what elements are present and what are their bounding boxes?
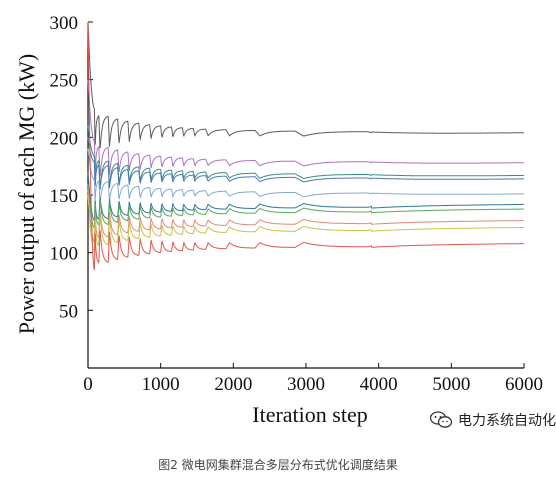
y-tick-label: 300 bbox=[50, 13, 79, 34]
series-layer bbox=[87, 21, 524, 270]
series-line-8 bbox=[87, 189, 524, 243]
x-tick-label: 1000 bbox=[142, 374, 180, 395]
series-line-3 bbox=[87, 125, 524, 188]
figure-caption: 图2 微电网集群混合多层分布式优化调度结果 bbox=[158, 458, 398, 472]
series-line-5 bbox=[87, 148, 524, 204]
x-tick-label: 6000 bbox=[505, 374, 543, 395]
axes bbox=[87, 21, 525, 369]
series-line-9 bbox=[87, 194, 524, 253]
y-tick-label: 250 bbox=[50, 71, 79, 92]
x-tick-label: 0 bbox=[83, 374, 93, 395]
wechat-icon bbox=[430, 411, 452, 428]
x-tick-label: 5000 bbox=[432, 374, 470, 395]
y-tick-label: 150 bbox=[50, 186, 79, 207]
x-tick-label: 4000 bbox=[360, 374, 398, 395]
series-line-1 bbox=[87, 21, 524, 149]
y-tick-label: 100 bbox=[50, 244, 79, 265]
x-tick-label: 2000 bbox=[214, 374, 252, 395]
series-line-2 bbox=[87, 79, 524, 177]
watermark-text: 电力系统自动化 bbox=[458, 413, 556, 429]
y-tick-label: 200 bbox=[50, 128, 79, 149]
watermark: 电力系统自动化 bbox=[430, 410, 556, 430]
x-axis-title: Iteration step bbox=[252, 402, 367, 427]
y-tick-label: 50 bbox=[59, 301, 78, 322]
y-axis-title: Power output of each MG (kW) bbox=[14, 54, 39, 334]
x-tick-label: 3000 bbox=[287, 374, 325, 395]
series-line-4 bbox=[87, 137, 524, 191]
series-line-10 bbox=[87, 21, 524, 270]
series-line-6 bbox=[87, 171, 524, 222]
series-line-7 bbox=[87, 183, 524, 229]
